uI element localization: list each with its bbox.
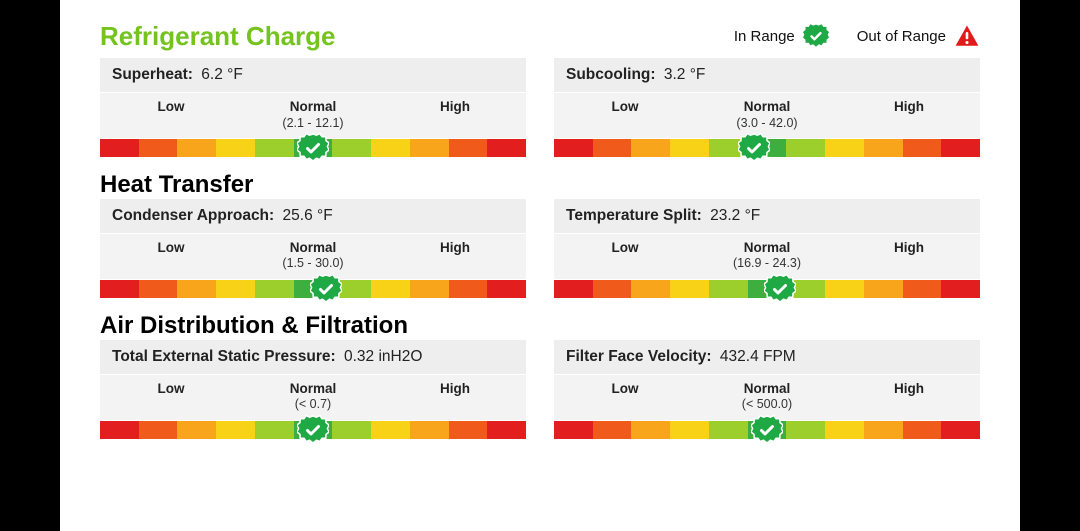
zone-low: Low bbox=[554, 375, 696, 420]
metric-value: 0.32 inH2O bbox=[344, 348, 422, 365]
metric-label: Temperature Split: bbox=[566, 207, 702, 224]
zone-low-label: Low bbox=[158, 381, 185, 396]
section-title-2: Air Distribution & Filtration bbox=[100, 312, 980, 340]
zone-high: High bbox=[838, 375, 980, 420]
gauge-marker-icon bbox=[751, 414, 783, 446]
zone-high-label: High bbox=[440, 99, 470, 114]
zone-normal-range: (2.1 - 12.1) bbox=[246, 116, 380, 130]
zone-normal-label: Normal bbox=[744, 99, 791, 114]
zone-high-label: High bbox=[894, 99, 924, 114]
zone-normal-range: (3.0 - 42.0) bbox=[700, 116, 834, 130]
gauge-marker-icon bbox=[738, 132, 770, 164]
metric-pair-0: Superheat: 6.2 °F Low Normal (2.1 - 12.1… bbox=[100, 58, 980, 163]
metric-header: Filter Face Velocity: 432.4 FPM bbox=[554, 340, 980, 375]
zone-high: High bbox=[384, 93, 526, 138]
gauge-marker-icon bbox=[297, 132, 329, 164]
legend-in-range-label: In Range bbox=[734, 28, 795, 45]
zone-low-label: Low bbox=[158, 240, 185, 255]
metric-subcooling: Subcooling: 3.2 °F Low Normal (3.0 - 42.… bbox=[554, 58, 980, 163]
in-range-icon bbox=[803, 23, 829, 49]
metric-header: Condenser Approach: 25.6 °F bbox=[100, 199, 526, 234]
zone-normal-label: Normal bbox=[290, 99, 337, 114]
zone-low: Low bbox=[554, 93, 696, 138]
gauge-marker-icon bbox=[764, 273, 796, 305]
zone-low-label: Low bbox=[158, 99, 185, 114]
zone-normal-range: (1.5 - 30.0) bbox=[246, 256, 380, 270]
zone-high: High bbox=[384, 234, 526, 279]
metric-superheat: Superheat: 6.2 °F Low Normal (2.1 - 12.1… bbox=[100, 58, 526, 163]
gauge bbox=[100, 280, 526, 304]
metric-condenser-approach: Condenser Approach: 25.6 °F Low Normal (… bbox=[100, 199, 526, 304]
metric-header: Superheat: 6.2 °F bbox=[100, 58, 526, 93]
zone-normal-range: (< 500.0) bbox=[700, 397, 834, 411]
metric-label: Condenser Approach: bbox=[112, 207, 274, 224]
metric-pair-1: Condenser Approach: 25.6 °F Low Normal (… bbox=[100, 199, 980, 304]
zone-normal-label: Normal bbox=[744, 381, 791, 396]
zone-high-label: High bbox=[894, 381, 924, 396]
zone-high-label: High bbox=[894, 240, 924, 255]
zone-high: High bbox=[838, 93, 980, 138]
metric-header: Total External Static Pressure: 0.32 inH… bbox=[100, 340, 526, 375]
zone-low-label: Low bbox=[612, 381, 639, 396]
out-of-range-icon bbox=[954, 23, 980, 49]
metric-value: 6.2 °F bbox=[201, 66, 243, 83]
report-page: Refrigerant Charge In Range Out of Range bbox=[60, 0, 1020, 531]
gauge bbox=[100, 421, 526, 445]
zone-high: High bbox=[384, 375, 526, 420]
zone-normal-range: (16.9 - 24.3) bbox=[700, 256, 834, 270]
metric-value: 23.2 °F bbox=[710, 207, 760, 224]
metric-label: Total External Static Pressure: bbox=[112, 348, 336, 365]
zone-low: Low bbox=[100, 375, 242, 420]
zone-low: Low bbox=[100, 234, 242, 279]
metric-label: Subcooling: bbox=[566, 66, 656, 83]
metric-temperature-split: Temperature Split: 23.2 °F Low Normal (1… bbox=[554, 199, 980, 304]
zone-high: High bbox=[838, 234, 980, 279]
top-row: Refrigerant Charge In Range Out of Range bbox=[100, 14, 980, 58]
zone-low-label: Low bbox=[612, 99, 639, 114]
gauge bbox=[554, 280, 980, 304]
metric-filter-face-velocity: Filter Face Velocity: 432.4 FPM Low Norm… bbox=[554, 340, 980, 445]
zone-normal-label: Normal bbox=[290, 240, 337, 255]
zone-low-label: Low bbox=[612, 240, 639, 255]
metric-label: Superheat: bbox=[112, 66, 193, 83]
metric-header: Subcooling: 3.2 °F bbox=[554, 58, 980, 93]
zone-high-label: High bbox=[440, 381, 470, 396]
gauge bbox=[554, 139, 980, 163]
legend-in-range: In Range bbox=[734, 23, 829, 49]
metric-value: 25.6 °F bbox=[283, 207, 333, 224]
metric-pair-2: Total External Static Pressure: 0.32 inH… bbox=[100, 340, 980, 445]
zone-normal-label: Normal bbox=[744, 240, 791, 255]
metric-value: 3.2 °F bbox=[664, 66, 706, 83]
metric-header: Temperature Split: 23.2 °F bbox=[554, 199, 980, 234]
status-legend: In Range Out of Range bbox=[734, 14, 980, 58]
zone-normal-range: (< 0.7) bbox=[246, 397, 380, 411]
gauge bbox=[100, 139, 526, 163]
legend-out-of-range: Out of Range bbox=[857, 23, 980, 49]
metric-value: 432.4 FPM bbox=[720, 348, 796, 365]
gauge-marker-icon bbox=[310, 273, 342, 305]
zone-high-label: High bbox=[440, 240, 470, 255]
metric-label: Filter Face Velocity: bbox=[566, 348, 712, 365]
legend-out-of-range-label: Out of Range bbox=[857, 28, 946, 45]
section-title-1: Heat Transfer bbox=[100, 171, 980, 199]
zone-normal-label: Normal bbox=[290, 381, 337, 396]
zone-low: Low bbox=[100, 93, 242, 138]
gauge bbox=[554, 421, 980, 445]
zone-low: Low bbox=[554, 234, 696, 279]
metric-tesp: Total External Static Pressure: 0.32 inH… bbox=[100, 340, 526, 445]
gauge-marker-icon bbox=[297, 414, 329, 446]
